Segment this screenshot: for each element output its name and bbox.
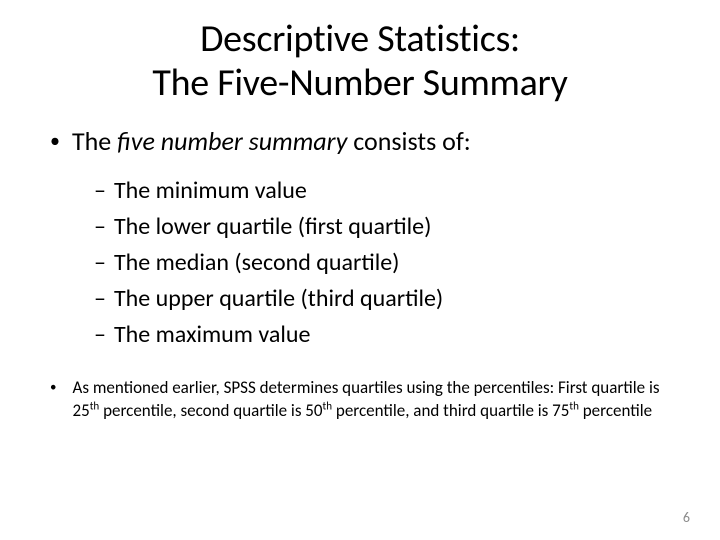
title-line-2: The Five-Number Summary <box>152 60 567 106</box>
title-line-1: Descriptive Statistics: <box>200 16 520 62</box>
note-post: percentile <box>579 400 652 421</box>
bullet-dot-icon: • <box>50 125 60 159</box>
note-wrap: • As mentioned earlier, SPSS determines … <box>50 377 680 423</box>
dash-icon: – <box>94 209 106 245</box>
bullet-level2: – The minimum value <box>94 173 680 209</box>
sub-item-text: The median (second quartile) <box>114 245 399 281</box>
slide-container: Descriptive Statistics: The Five-Number … <box>0 0 720 540</box>
bullet-level2: – The lower quartile (first quartile) <box>94 209 680 245</box>
note-sup: th <box>569 398 579 412</box>
bullet-level2: – The maximum value <box>94 317 680 353</box>
dash-icon: – <box>94 245 106 281</box>
slide-title: Descriptive Statistics: The Five-Number … <box>40 18 680 105</box>
intro-italic: five number summary <box>117 125 347 157</box>
bullet-level3: • As mentioned earlier, SPSS determines … <box>50 377 680 423</box>
dash-icon: – <box>94 173 106 209</box>
dash-icon: – <box>94 281 106 317</box>
note-sup: th <box>323 398 333 412</box>
sub-list: – The minimum value – The lower quartile… <box>94 173 680 353</box>
bullet-level1: • The five number summary consists of: <box>50 125 680 159</box>
sub-item-text: The maximum value <box>114 317 310 353</box>
intro-post: consists of: <box>347 125 470 157</box>
sub-item-text: The upper quartile (third quartile) <box>114 281 443 317</box>
page-number: 6 <box>683 509 690 526</box>
note-sup: th <box>90 398 100 412</box>
note-mid: percentile, second quartile is 50 <box>99 400 322 421</box>
sub-item-text: The lower quartile (first quartile) <box>114 209 431 245</box>
intro-pre: The <box>72 125 117 157</box>
sub-item-text: The minimum value <box>114 173 307 209</box>
note-text: As mentioned earlier, SPSS determines qu… <box>72 377 680 423</box>
bullet-level2: – The upper quartile (third quartile) <box>94 281 680 317</box>
bullet-level1-text: The five number summary consists of: <box>72 125 680 159</box>
dash-icon: – <box>94 317 106 353</box>
note-mid: percentile, and third quartile is 75 <box>332 400 569 421</box>
bullet-level2: – The median (second quartile) <box>94 245 680 281</box>
bullet-dot-icon: • <box>50 377 56 423</box>
